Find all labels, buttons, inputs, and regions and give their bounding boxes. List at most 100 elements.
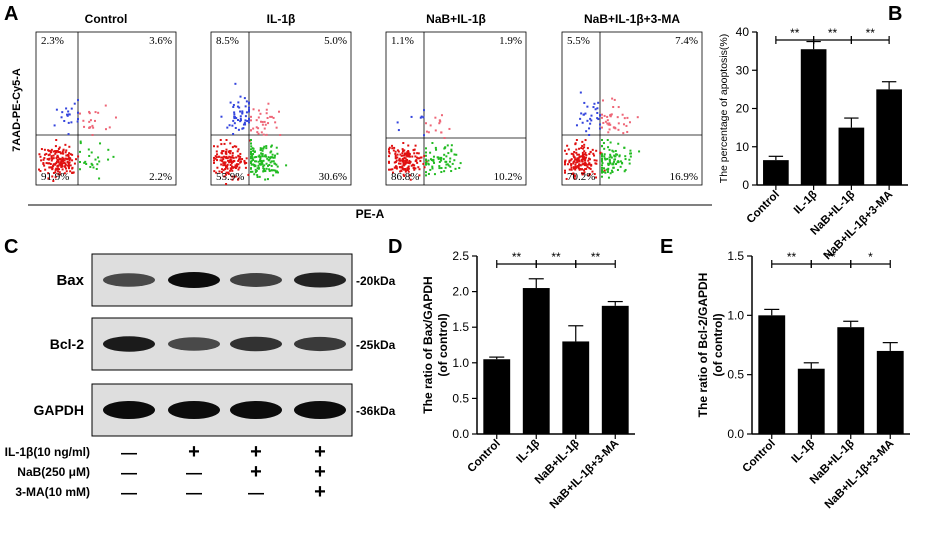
flow-dot [272, 156, 275, 159]
flow-dot [438, 167, 441, 170]
flow-dot [628, 158, 631, 161]
flow-dot [112, 155, 115, 158]
flow-dot [234, 167, 237, 170]
flow-dot [264, 170, 267, 173]
treatment-label: NaB(250 μM) [17, 465, 90, 479]
flow-dot [269, 156, 272, 159]
flow-dot [434, 146, 437, 149]
blot-band [103, 273, 155, 287]
flow-dot [216, 159, 219, 162]
flow-dot [419, 116, 422, 119]
flow-dot [579, 117, 582, 120]
flow-dot [244, 166, 247, 169]
flow-dot [47, 149, 50, 152]
flow-dot [393, 161, 396, 164]
flow-dot [69, 153, 72, 156]
flow-dot [581, 168, 584, 171]
flow-dot [406, 153, 409, 156]
flow-dot [400, 154, 403, 157]
flow-dot [64, 151, 67, 154]
flow-dot [87, 148, 90, 151]
flow-dot [52, 164, 55, 167]
flow-dot [70, 121, 73, 124]
flow-dot [396, 153, 399, 156]
flow-dot [586, 119, 589, 122]
treatment-mark: + [314, 461, 326, 483]
flow-dot [254, 155, 257, 158]
flow-dot [268, 168, 271, 171]
flow-dot [586, 105, 589, 108]
flow-dot [88, 110, 91, 113]
flow-dot [61, 156, 64, 159]
panel-letter-c: C [4, 236, 18, 258]
flow-dot [438, 165, 441, 168]
flow-dot [617, 122, 620, 125]
flow-dot [52, 163, 55, 166]
flow-dot [237, 101, 240, 104]
flow-dot [223, 162, 226, 165]
flow-dot [575, 148, 578, 151]
y-tick-label: 1.5 [727, 249, 744, 263]
treatment-mark: — [186, 465, 202, 482]
flow-dot [402, 162, 405, 165]
flow-dot [231, 154, 234, 157]
flow-dot [70, 107, 73, 110]
flow-dot [215, 171, 218, 174]
flow-dot [244, 105, 247, 108]
flow-dot [616, 161, 619, 164]
flow-dot [244, 123, 247, 126]
flow-dot [595, 159, 598, 162]
flow-dot [276, 171, 279, 174]
flow-dot [440, 159, 443, 162]
flow-dot [48, 153, 51, 156]
flow-dot [601, 99, 604, 102]
flow-dot [259, 159, 262, 162]
flow-dot [427, 159, 430, 162]
flow-dot [586, 147, 589, 150]
flow-dot [397, 150, 400, 153]
flow-dot [67, 153, 70, 156]
flow-dot [447, 164, 450, 167]
flow-dot [228, 151, 231, 154]
flow-dot [585, 156, 588, 159]
flow-dot [599, 123, 601, 126]
flow-dot [107, 158, 110, 161]
flow-dot [596, 117, 599, 120]
flow-dot [412, 149, 415, 152]
flow-dot [590, 114, 593, 117]
flow-dot [572, 166, 575, 169]
panel-letter-b: B [888, 3, 902, 25]
flow-dot [576, 153, 579, 156]
flow-dot [578, 160, 581, 163]
flow-dot [583, 159, 586, 162]
flow-dot [89, 165, 92, 168]
flow-dot [256, 131, 259, 134]
flow-dot [411, 155, 414, 158]
flow-dot [388, 152, 391, 155]
flow-dot [250, 142, 252, 145]
flow-dot [71, 153, 74, 156]
flow-dot [566, 144, 569, 147]
flow-dot [440, 171, 443, 174]
flow-dot [224, 173, 227, 176]
flow-dot [62, 152, 65, 155]
flow-dot [49, 162, 52, 165]
flow-dot [97, 156, 100, 159]
flow-dot [416, 161, 419, 164]
flow-dot [94, 111, 97, 114]
flow-dot [585, 164, 588, 167]
flow-dot [95, 167, 98, 170]
flow-dot [592, 106, 595, 109]
flow-dot [584, 162, 587, 165]
flow-dot [431, 165, 434, 168]
flow-dot [245, 157, 248, 160]
flow-dot [602, 121, 605, 124]
flow-dot [276, 165, 279, 168]
flow-dot [440, 114, 443, 117]
flow-dot [596, 111, 599, 114]
flow-dot [617, 142, 620, 145]
flow-dot [621, 113, 624, 116]
flow-dot [243, 162, 246, 165]
flow-dot [628, 121, 631, 124]
y-tick-label: 2.5 [452, 249, 469, 263]
